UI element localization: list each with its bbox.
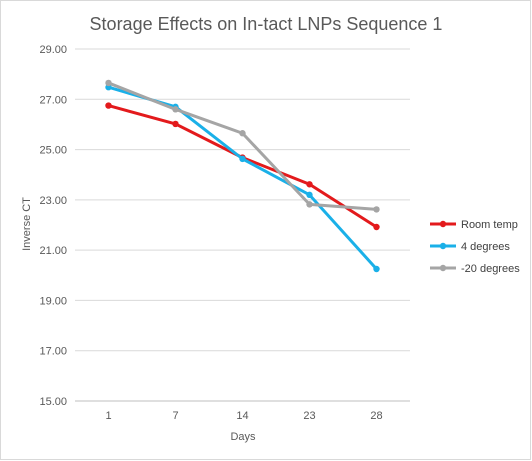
y-tick-label: 19.00	[39, 295, 67, 307]
data-point	[239, 130, 246, 137]
series-lines	[105, 79, 380, 273]
series-1	[105, 84, 380, 273]
data-point	[306, 181, 313, 188]
series-line	[107, 104, 378, 229]
data-point	[239, 155, 246, 163]
y-tick-label: 29.00	[39, 44, 67, 56]
series-line	[107, 85, 378, 271]
legend-label: -20 degrees	[461, 263, 520, 275]
legend-marker	[439, 242, 447, 250]
y-tick-label: 15.00	[39, 396, 67, 408]
series-line	[107, 81, 378, 211]
series-0	[105, 102, 380, 231]
x-axis-ticks: 1 7 14 23 28	[105, 410, 382, 422]
legend-item: -20 degrees	[430, 263, 520, 275]
data-point	[105, 79, 112, 87]
x-tick-label: 28	[370, 410, 382, 422]
legend-item: Room temp	[430, 219, 518, 231]
y-tick-label: 17.00	[39, 346, 67, 358]
y-axis-label: Inverse CT	[21, 197, 33, 251]
chart-title: Storage Effects on In-tact LNPs Sequence…	[90, 14, 443, 34]
x-tick-label: 14	[236, 410, 248, 422]
y-tick-label: 27.00	[39, 94, 67, 106]
data-point	[172, 120, 179, 128]
data-point	[172, 106, 179, 113]
gridlines	[75, 48, 410, 402]
legend: Room temp 4 degrees -20 degrees	[430, 219, 520, 275]
y-tick-label: 25.00	[39, 145, 67, 157]
legend-marker	[439, 220, 447, 228]
legend-marker	[439, 264, 447, 272]
data-point	[373, 223, 380, 231]
x-tick-label: 1	[105, 410, 111, 422]
y-tick-label: 23.00	[39, 195, 67, 207]
legend-label: 4 degrees	[461, 241, 510, 253]
data-point	[373, 206, 380, 213]
series-2	[105, 79, 380, 213]
data-point	[306, 191, 313, 199]
legend-label: Room temp	[461, 219, 518, 231]
y-axis-ticks: 15.00 17.00 19.00 21.00 23.00 25.00 27.00 29.00	[39, 44, 67, 408]
data-point	[105, 102, 112, 109]
x-tick-label: 23	[303, 410, 315, 422]
legend-item: 4 degrees	[430, 241, 510, 253]
x-axis-label: Days	[230, 431, 256, 443]
data-point	[306, 201, 313, 208]
data-point	[373, 265, 380, 273]
y-tick-label: 21.00	[39, 245, 67, 257]
x-tick-label: 7	[172, 410, 178, 422]
